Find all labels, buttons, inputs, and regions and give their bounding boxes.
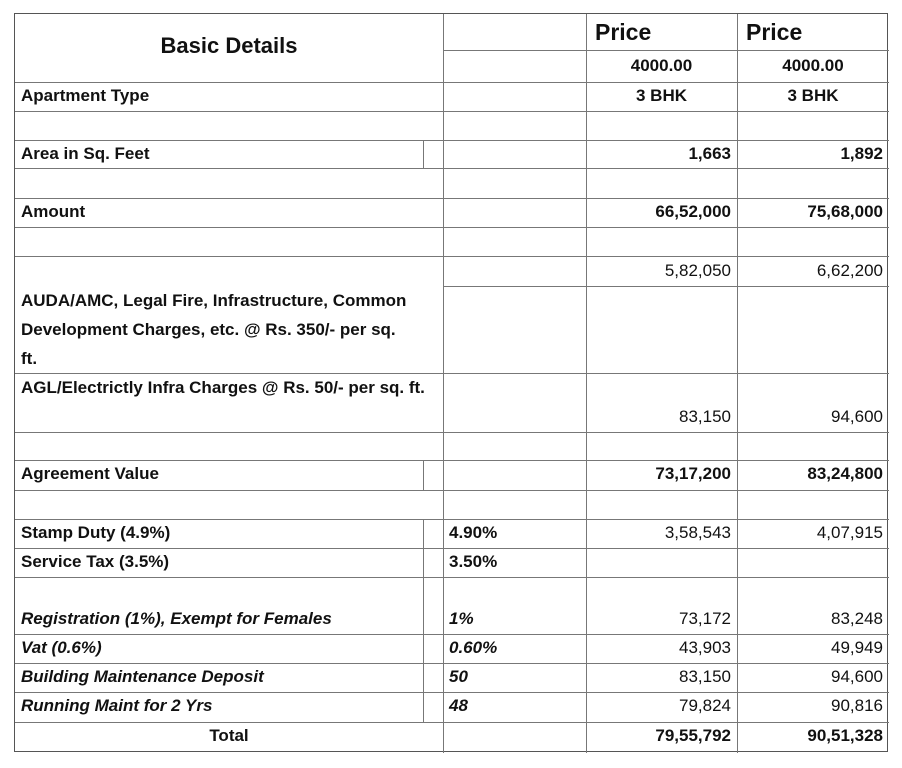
amount-label: Amount	[21, 202, 86, 221]
service-tax-percent: 3.50%	[449, 552, 498, 571]
agreement-value-2: 83,24,800	[807, 464, 883, 483]
vat-label: Vat (0.6%)	[21, 638, 102, 657]
total-value-1: 79,55,792	[655, 726, 731, 745]
amount-value-1: 66,52,000	[655, 202, 731, 221]
apartment-type-2: 3 BHK	[787, 86, 839, 105]
agreement-value-label: Agreement Value	[21, 464, 159, 483]
rate-1: 4000.00	[630, 56, 693, 75]
auda-label: AUDA/AMC, Legal Fire, Infrastructure, Co…	[21, 291, 407, 368]
running-maintenance-count: 48	[449, 696, 468, 715]
row-divider	[15, 548, 889, 549]
building-maintenance-value-2: 94,600	[831, 667, 883, 686]
stamp-duty-label: Stamp Duty (4.9%)	[21, 523, 171, 542]
vat-value-2: 49,949	[831, 638, 883, 657]
col-divider-price1	[586, 14, 587, 753]
vat-percent: 0.60%	[449, 638, 498, 657]
row-divider	[15, 519, 889, 520]
row-divider	[15, 722, 889, 723]
row-divider	[15, 490, 889, 491]
price-header-1: Price	[595, 19, 652, 45]
registration-value-1: 73,172	[679, 609, 731, 628]
building-maintenance-count: 50	[449, 667, 468, 686]
running-maintenance-label: Running Maint for 2 Yrs	[21, 696, 213, 715]
row-divider	[15, 140, 889, 141]
row-divider	[15, 256, 889, 257]
auda-value-2: 6,62,200	[816, 261, 883, 280]
stamp-duty-value-1: 3,58,543	[664, 523, 731, 542]
stamp-duty-percent: 4.90%	[449, 523, 498, 542]
row-divider	[15, 577, 889, 578]
area-value-2: 1,892	[840, 144, 883, 163]
row-divider	[443, 50, 889, 51]
agl-label: AGL/Electrictly Infra Charges @ Rs. 50/-…	[21, 378, 425, 397]
total-label: Total	[209, 726, 249, 745]
agl-value-2: 94,600	[831, 407, 883, 426]
service-tax-label: Service Tax (3.5%)	[21, 552, 170, 571]
row-divider	[15, 168, 889, 169]
rate-2: 4000.00	[782, 56, 844, 75]
label-subdivider	[423, 519, 424, 722]
apartment-type-label: Apartment Type	[21, 86, 150, 105]
auda-value-1: 5,82,050	[664, 261, 731, 280]
row-divider	[15, 111, 889, 112]
registration-value-2: 83,248	[831, 609, 883, 628]
apartment-type-1: 3 BHK	[635, 86, 687, 105]
page-title: Basic Details	[160, 33, 298, 58]
area-label: Area in Sq. Feet	[21, 144, 150, 163]
col-divider-label	[443, 14, 444, 753]
row-divider	[15, 634, 889, 635]
row-divider	[15, 460, 889, 461]
stamp-duty-value-2: 4,07,915	[816, 523, 883, 542]
registration-percent: 1%	[449, 609, 474, 628]
row-divider	[15, 198, 889, 199]
row-divider	[15, 432, 889, 433]
label-subdivider	[423, 460, 424, 490]
building-maintenance-value-1: 83,150	[679, 667, 731, 686]
area-value-1: 1,663	[688, 144, 731, 163]
row-divider	[15, 82, 889, 83]
agl-value-1: 83,150	[679, 407, 731, 426]
amount-value-2: 75,68,000	[807, 202, 883, 221]
total-value-2: 90,51,328	[807, 726, 883, 745]
price-header-2: Price	[746, 19, 803, 45]
row-divider	[443, 286, 889, 287]
registration-label: Registration (1%), Exempt for Females	[21, 609, 332, 628]
label-subdivider	[423, 140, 424, 168]
row-divider	[15, 373, 889, 374]
row-divider	[15, 663, 889, 664]
running-maintenance-value-2: 90,816	[831, 696, 883, 715]
col-divider-price2	[737, 14, 738, 753]
vat-value-1: 43,903	[679, 638, 731, 657]
building-maintenance-label: Building Maintenance Deposit	[21, 667, 264, 686]
agreement-value-1: 73,17,200	[655, 464, 731, 483]
row-divider	[15, 692, 889, 693]
running-maintenance-value-1: 79,824	[679, 696, 731, 715]
row-divider	[15, 227, 889, 228]
price-table: Basic Details Price Price 4000.00 4000.0…	[14, 13, 889, 753]
